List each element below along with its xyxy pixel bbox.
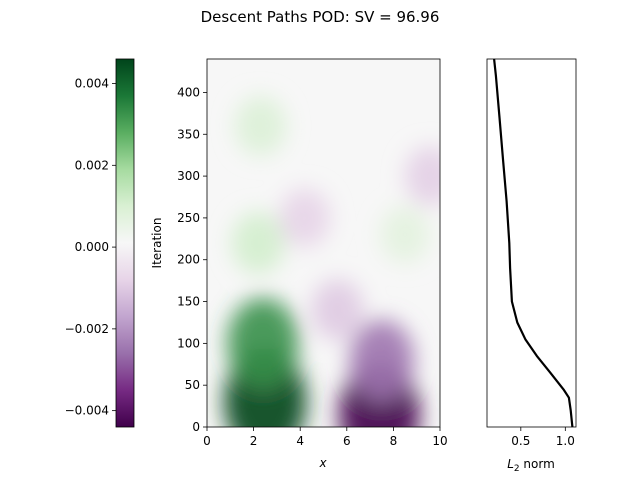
norm-x-ticks: 0.5 1.0	[511, 427, 575, 448]
heatmap-x-tick-label: 2	[250, 434, 258, 448]
norm-series-line	[493, 58, 574, 428]
heatmap-feature	[404, 146, 440, 206]
heatmap-y-tick-label: 250	[177, 211, 200, 225]
heatmap-y-label: Iteration	[150, 218, 164, 269]
heatmap-feature	[227, 297, 299, 389]
norm-frame	[486, 58, 577, 428]
colorbar-tick-label: 0.004	[75, 77, 109, 91]
heatmap-y-tick-label: 300	[177, 169, 200, 183]
heatmap-feature	[311, 279, 364, 341]
heatmap-y-tick-label: 400	[177, 85, 200, 99]
colorbar-tick-label: 0.000	[75, 240, 109, 254]
heatmap-y-tick-label: 0	[192, 420, 200, 434]
heatmap-y-tick-label: 350	[177, 127, 200, 141]
heatmap-x-tick-label: 8	[390, 434, 398, 448]
norm-x-tick-label: 0.5	[511, 434, 530, 448]
heatmap-feature	[279, 188, 331, 248]
colorbar-ticks: 0.004 0.002 0.000 −0.002 −0.004	[65, 77, 116, 418]
colorbar-fill	[116, 59, 134, 427]
heatmap-x-tick-label: 10	[432, 434, 447, 448]
heatmap-x-tick-label: 0	[203, 434, 211, 448]
colorbar-frame	[115, 58, 135, 428]
heatmap-x-tick-label: 4	[296, 434, 304, 448]
heatmap-y-ticks: 0 50 100 150 200 250 300 350 400	[177, 85, 207, 434]
heatmap-y-tick-label: 200	[177, 253, 200, 267]
colorbar-tick-label: 0.002	[75, 158, 109, 172]
heatmap-y-tick-label: 100	[177, 336, 200, 350]
heatmap-y-tick-label: 150	[177, 295, 200, 309]
heatmap-x-label: x	[318, 456, 327, 470]
colorbar-tick-label: −0.004	[65, 404, 109, 418]
colorbar-tick-label: −0.002	[65, 322, 109, 336]
heatmap-panel: 0 2 4 6 8 10 0 50 100 150 200 250 300 350 400 x Itera…	[150, 58, 448, 470]
figure-title: Descent Paths POD: SV = 96.96	[201, 8, 440, 26]
heatmap-frame	[206, 58, 441, 428]
heatmap-feature	[234, 96, 287, 156]
norm-x-tick-label: 1.0	[556, 434, 575, 448]
colorbar: 0.004 0.002 0.000 −0.002 −0.004	[65, 58, 135, 428]
heatmap-feature	[380, 206, 430, 264]
norm-x-label: L2 norm	[507, 457, 555, 474]
heatmap-field	[223, 96, 440, 427]
heatmap-feature	[349, 319, 415, 401]
heatmap-x-tick-label: 6	[343, 434, 351, 448]
norm-panel: 0.5 1.0 L2 norm	[486, 58, 577, 474]
heatmap-y-tick-label: 50	[185, 378, 200, 392]
heatmap-feature	[231, 211, 285, 275]
heatmap-x-ticks: 0 2 4 6 8 10	[203, 427, 448, 448]
